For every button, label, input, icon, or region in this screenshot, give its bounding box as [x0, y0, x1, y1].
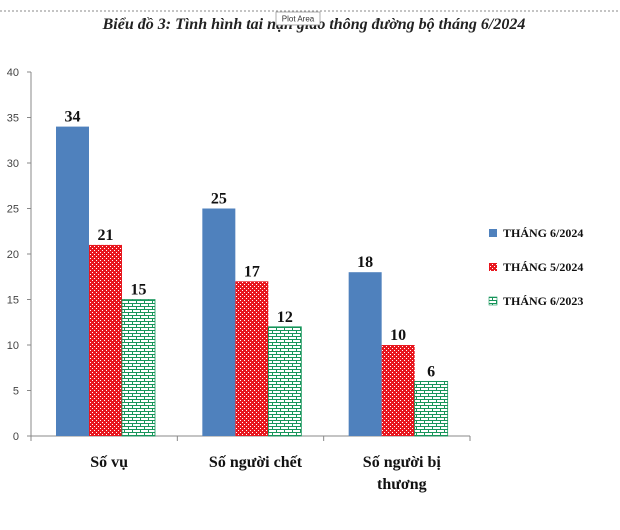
y-tick-label: 35 — [7, 113, 19, 125]
data-label: 25 — [211, 191, 227, 208]
data-label: 12 — [277, 309, 293, 326]
bar — [381, 345, 415, 436]
bar — [121, 299, 156, 437]
data-label: 18 — [357, 254, 373, 271]
legend-label: THÁNG 5/2024 — [503, 260, 583, 274]
bar — [414, 380, 449, 437]
bars — [56, 126, 449, 437]
legend-label: THÁNG 6/2023 — [503, 294, 583, 308]
data-label: 15 — [131, 282, 147, 299]
data-label: 34 — [65, 109, 81, 126]
bar — [89, 244, 122, 436]
bar — [235, 281, 269, 436]
legend: THÁNG 6/2024 THÁNG 5/2024 THÁNG 6/2023 — [488, 226, 583, 308]
y-tick-label: 20 — [7, 249, 19, 261]
legend-swatch — [489, 263, 497, 271]
data-labels: 34 21 15 25 17 12 18 10 6 — [65, 109, 436, 381]
y-tick-label: 5 — [13, 386, 19, 398]
bar — [267, 326, 302, 437]
legend-swatch — [488, 296, 498, 306]
y-tick-label: 40 — [7, 67, 19, 79]
category-label: Số vụ — [90, 454, 128, 471]
plot-area-tooltip: Plot Area — [275, 11, 321, 26]
legend-swatch — [489, 229, 497, 237]
data-label: 10 — [390, 327, 406, 344]
axes: 0 5 10 15 20 25 30 35 40 — [7, 67, 471, 443]
category-label: Số người chết — [209, 454, 303, 471]
legend-label: THÁNG 6/2024 — [503, 226, 583, 240]
y-tick-label: 0 — [13, 431, 19, 443]
category-label: Số người bị — [363, 454, 442, 471]
y-tick-label: 25 — [7, 204, 19, 216]
data-label: 21 — [98, 227, 114, 244]
bar — [202, 208, 236, 436]
y-tick-label: 30 — [7, 158, 19, 170]
y-tick-label: 10 — [7, 340, 19, 352]
plot-area-tooltip-text: Plot Area — [282, 15, 315, 24]
data-label: 17 — [244, 263, 260, 280]
category-labels: Số vụ Số người chết Số người bị thương — [90, 454, 441, 493]
y-tick-label: 15 — [7, 295, 19, 307]
bar — [56, 126, 89, 436]
category-label: thương — [377, 476, 427, 493]
data-label: 6 — [427, 363, 435, 380]
bar — [348, 272, 382, 436]
